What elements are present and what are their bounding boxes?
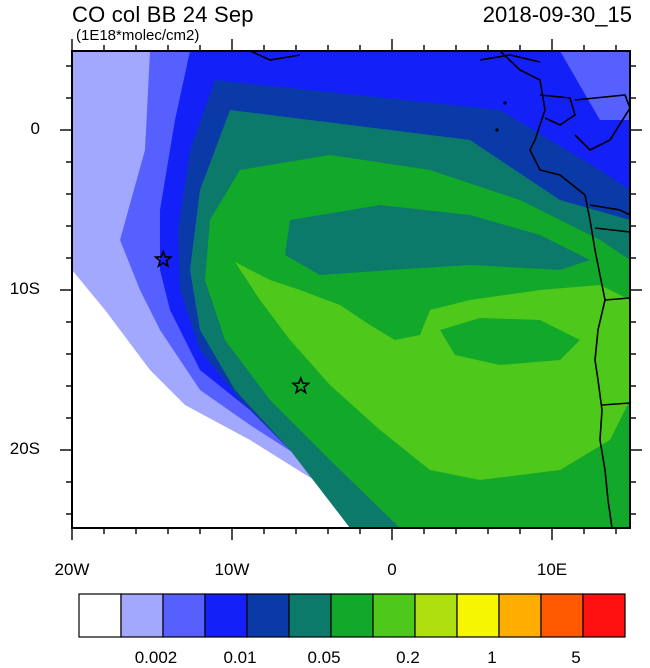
- colorbar-swatch: [330, 593, 374, 638]
- colorbar-swatch: [162, 593, 206, 638]
- coastlines: [249, 51, 630, 528]
- colorbar-swatch: [204, 593, 248, 638]
- y-label-20s: 20S: [9, 439, 40, 458]
- colorbar-label-0.01: 0.01: [223, 648, 257, 667]
- x-label-10w: 10W: [214, 560, 250, 579]
- x-label-0: 0: [387, 560, 397, 579]
- colorbar-label-5: 5: [571, 648, 581, 667]
- colorbar: [78, 593, 626, 638]
- colorbar-label-0.002: 0.002: [134, 648, 178, 667]
- y-axis-ticks: [60, 65, 642, 515]
- map-title: CO col BB 24 Sep: [72, 2, 254, 27]
- colorbar-label-0.2: 0.2: [396, 648, 420, 667]
- units-label: (1E18*molec/cm2): [76, 27, 200, 44]
- colorbar-swatch: [288, 593, 332, 638]
- map-datetime: 2018-09-30_15: [482, 2, 632, 27]
- colorbar-swatch: [246, 593, 290, 638]
- x-axis-ticks: [71, 39, 617, 540]
- star-marker-2: [291, 375, 311, 395]
- colorbar-swatch: [372, 593, 416, 638]
- colorbar-label-1: 1: [487, 648, 497, 667]
- x-label-20w: 20W: [54, 560, 90, 579]
- colorbar-swatch: [582, 593, 626, 638]
- station-markers: [153, 249, 311, 395]
- colorbar-swatch: [120, 593, 164, 638]
- colorbar-swatch: [498, 593, 542, 638]
- colorbar-swatch: [414, 593, 458, 638]
- y-label-10s: 10S: [9, 279, 40, 298]
- colorbar-swatch: [540, 593, 584, 638]
- x-label-10e: 10E: [536, 560, 568, 579]
- y-label-0: 0: [30, 119, 40, 138]
- star-marker-1: [153, 249, 173, 268]
- colorbar-swatch: [456, 593, 500, 638]
- colorbar-label-0.05: 0.05: [307, 648, 341, 667]
- islands: [495, 101, 507, 132]
- co-field-contours: [72, 51, 630, 528]
- colorbar-swatch: [78, 593, 122, 638]
